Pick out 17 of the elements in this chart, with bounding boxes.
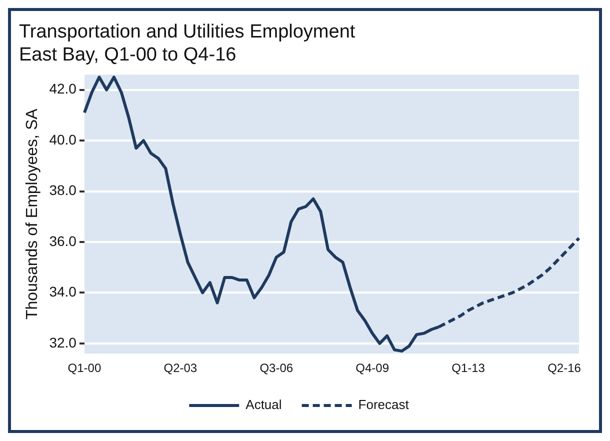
y-tick-label: 38.0 xyxy=(49,182,77,198)
chart-title: Transportation and Utilities Employment xyxy=(19,22,356,43)
x-tick-label: Q1-00 xyxy=(68,361,102,376)
y-tick-label: 42.0 xyxy=(49,80,77,97)
x-tick-label: Q2-16 xyxy=(548,361,582,376)
y-tick-label: 34.0 xyxy=(49,284,77,300)
x-tick-label: Q1-13 xyxy=(452,361,486,376)
y-tick-label: 32.0 xyxy=(49,334,77,350)
legend-label: Actual xyxy=(246,397,282,412)
x-tick-label: Q4-09 xyxy=(356,361,390,376)
x-tick-label: Q3-06 xyxy=(260,361,294,376)
y-tick-label: 40.0 xyxy=(49,131,77,148)
chart-subtitle: East Bay, Q1-00 to Q4-16 xyxy=(19,44,236,66)
legend-label: Forecast xyxy=(358,397,410,412)
y-tick-label: 36.0 xyxy=(49,232,77,249)
y-axis-title: Thousands of Employees, SA xyxy=(24,108,42,320)
x-tick-label: Q2-03 xyxy=(164,361,198,376)
